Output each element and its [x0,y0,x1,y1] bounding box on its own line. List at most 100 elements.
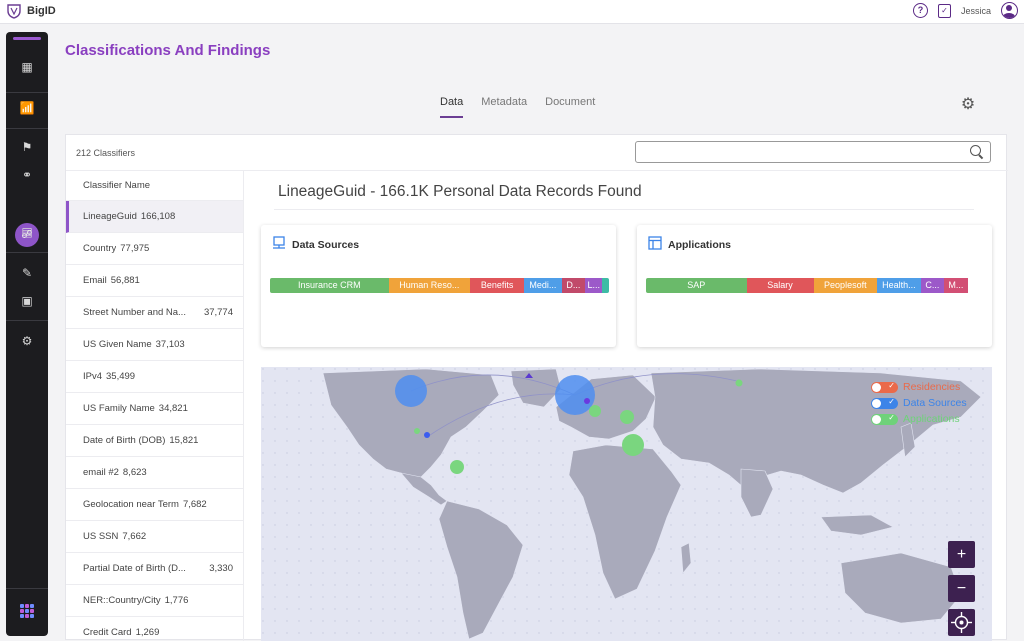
classifier-name: Credit Card [83,627,132,638]
legend-data-sources[interactable]: Data Sources [871,395,967,411]
application-marker[interactable] [735,379,743,387]
data-sources-segment[interactable]: Insurance CRM [270,278,389,293]
data-sources-segment[interactable]: Medi... [524,278,562,293]
classifier-name: Partial Date of Birth (D... [83,563,186,574]
classifier-name: email #2 [83,467,119,478]
classifier-list: Classifier Name LineageGuid 166,108 Countr… [66,171,244,641]
settings-gear-icon[interactable]: ⚙ [960,96,976,113]
classifier-name: LineageGuid [83,211,137,222]
app-logo[interactable]: BigID [6,3,56,19]
classifier-row[interactable]: Street Number and Na... 37,774 [66,297,243,329]
classifier-count-value: 35,499 [106,371,136,382]
tab-metadata[interactable]: Metadata [481,96,528,108]
data-sources-segment[interactable]: D... [561,278,586,293]
user-avatar-icon[interactable] [1001,2,1018,19]
applications-segment[interactable]: Peoplesoft [813,278,878,293]
application-marker[interactable] [450,460,464,474]
classifier-name: NER::Country/City [83,595,161,606]
applications-segment[interactable]: C... [920,278,945,293]
nav-divider [6,588,48,589]
application-marker[interactable] [589,405,601,417]
zoom-in-button[interactable]: + [948,541,975,568]
classifier-count-value: 7,682 [182,499,207,510]
application-marker[interactable] [620,410,634,424]
classifier-row[interactable]: Country 77,975 [66,233,243,265]
reports-icon[interactable]: 📶 [19,101,35,115]
application-marker[interactable] [414,428,420,434]
classifier-row[interactable]: US Given Name 37,103 [66,329,243,361]
settings-nav-icon[interactable]: ⚙ [21,334,33,348]
data-sources-segment[interactable]: Benefits [470,278,525,293]
data-source-marker[interactable] [395,375,427,407]
dashboard-icon[interactable]: ▦ [21,60,33,74]
data-sources-segment[interactable] [602,278,609,293]
flag-icon[interactable]: ⚑ [21,140,33,154]
classifier-name: Street Number and Na... [83,307,186,318]
classifier-row[interactable]: IPv4 35,499 [66,361,243,393]
data-sources-toggle[interactable] [871,397,898,409]
classifier-row[interactable]: Partial Date of Birth (D... 3,330 [66,553,243,585]
crosshair-icon [951,612,972,633]
classifier-count-value: 3,330 [209,563,233,574]
classifier-name: Date of Birth (DOB) [83,435,166,446]
divider [274,209,974,210]
search-input[interactable] [635,141,991,163]
application-marker[interactable] [622,434,644,456]
data-sources-segment[interactable]: L... [585,278,603,293]
classifier-row[interactable]: US Family Name 34,821 [66,393,243,425]
legend-label: Data Sources [903,397,967,409]
apps-grid-icon[interactable] [20,604,34,618]
detail-title: LineageGuid - 166.1K Personal Data Recor… [278,183,642,200]
classifier-name: US Given Name [83,339,152,350]
compliance-icon[interactable]: ▣ [21,294,33,308]
tab-document[interactable]: Document [545,96,596,108]
data-source-marker[interactable] [584,398,590,404]
applications-segment[interactable]: SAP [646,278,747,293]
residencies-toggle[interactable] [871,381,898,393]
classifier-row[interactable]: Geolocation near Term 7,682 [66,489,243,521]
data-source-marker[interactable] [424,432,430,438]
tab-data[interactable]: Data [440,96,464,118]
data-sources-segment[interactable]: Human Reso... [388,278,470,293]
view-tabs: Data Metadata Document [440,96,595,118]
bigid-logo-icon [7,4,21,19]
classifier-row[interactable]: Credit Card 1,269 [66,617,243,641]
classifier-row[interactable]: NER::Country/City 1,776 [66,585,243,617]
world-map[interactable]: Residencies Data Sources Applications + … [261,367,992,641]
zoom-out-button[interactable]: − [948,575,975,602]
legend-residencies[interactable]: Residencies [871,379,967,395]
classifier-row[interactable]: Date of Birth (DOB) 15,821 [66,425,243,457]
classifications-icon[interactable]: ☍ [15,223,39,247]
page-title: Classifications And Findings [65,42,271,59]
map-markers [395,373,743,474]
search-icon[interactable] [970,145,984,159]
applications-segment[interactable]: Salary [746,278,814,293]
classifier-count-value: 34,821 [158,403,188,414]
list-header: Classifier Name [66,171,243,201]
classifier-row[interactable]: LineageGuid 166,108 [66,201,243,233]
applications-segment[interactable]: Health... [877,278,921,293]
applications-segment[interactable]: M... [944,278,968,293]
applications-bar: SAP Salary Peoplesoft Health... C... M... [646,278,981,293]
clusters-icon[interactable]: ⚭ [21,168,33,182]
help-icon[interactable]: ? [912,3,928,18]
data-source-marker[interactable] [555,375,595,415]
residency-marker[interactable] [525,373,533,378]
tasks-icon[interactable]: ✓ [937,3,951,18]
top-bar: BigID ? ✓ Jessica [0,0,1024,24]
classifier-row[interactable]: US SSN 7,662 [66,521,243,553]
map-legend: Residencies Data Sources Applications [871,379,967,427]
classifier-count-value: 8,623 [122,467,147,478]
classifier-row[interactable]: Email 56,881 [66,265,243,297]
applications-toggle[interactable] [871,413,898,425]
locate-button[interactable] [948,609,975,636]
catalog-icon[interactable]: ▤ [21,225,33,239]
app-name: BigID [27,5,56,17]
nav-divider [6,252,48,253]
username: Jessica [960,5,991,16]
classifier-row[interactable]: email #2 8,623 [66,457,243,489]
classifier-count-value: 77,975 [120,243,150,254]
remediation-icon[interactable]: ✎ [21,266,33,280]
legend-applications[interactable]: Applications [871,411,967,427]
applications-icon [648,236,662,250]
